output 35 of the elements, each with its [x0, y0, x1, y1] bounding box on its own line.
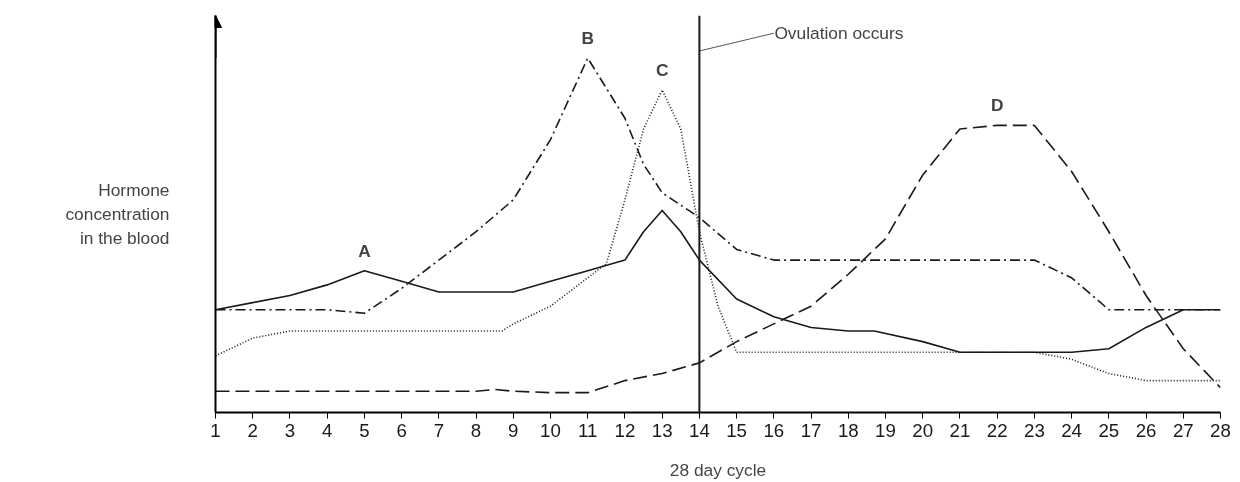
- annotation: B: [581, 28, 594, 49]
- annotation: A: [358, 240, 372, 261]
- ref-line-label: Ovulation occurs: [774, 23, 904, 44]
- x-tick-label: 19: [875, 419, 896, 441]
- x-tick-label: 8: [470, 419, 482, 441]
- x-tick-label: 21: [949, 419, 971, 441]
- x-tick-label: 26: [1135, 419, 1157, 441]
- x-tick-label: 27: [1172, 419, 1194, 441]
- y-axis-title: Hormone concentration in the blood: [65, 180, 170, 248]
- annotation: C: [655, 59, 669, 80]
- x-tick-label: 1: [210, 419, 221, 441]
- x-tick-label: 25: [1098, 419, 1120, 441]
- x-tick-label: 2: [247, 419, 258, 441]
- x-tick-label: 3: [284, 419, 296, 441]
- x-tick-label: 20: [912, 419, 934, 441]
- x-tick-label: 10: [540, 419, 561, 441]
- x-tick-label: 12: [614, 419, 636, 441]
- x-tick-label: 6: [396, 419, 407, 441]
- x-tick-label: 24: [1061, 419, 1082, 441]
- x-tick-label: 18: [837, 419, 859, 441]
- x-tick-label: 4: [321, 419, 333, 441]
- x-tick-label: 14: [689, 419, 710, 441]
- x-tick-label: 11: [578, 419, 598, 441]
- x-tick-label: 23: [1024, 419, 1045, 441]
- x-tick-label: 15: [726, 419, 747, 441]
- x-tick-label: 16: [763, 419, 785, 441]
- x-tick-label: 9: [508, 419, 519, 441]
- x-tick-label: 5: [359, 419, 370, 441]
- x-tick-label: 7: [433, 419, 445, 441]
- x-tick-label: 28: [1210, 419, 1231, 441]
- annotation: D: [990, 95, 1004, 116]
- x-tick-label: 13: [651, 419, 673, 441]
- x-axis-title: 28 day cycle: [669, 459, 767, 480]
- x-tick-label: 17: [800, 419, 822, 441]
- x-tick-label: 22: [986, 419, 1008, 441]
